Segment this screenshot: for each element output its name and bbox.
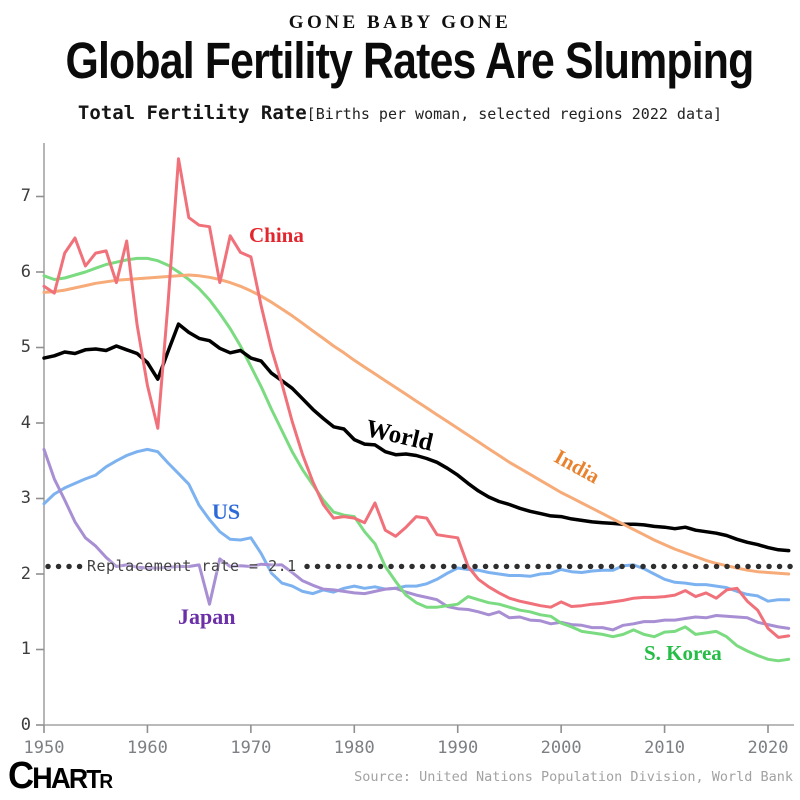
series-label-china: China — [249, 223, 304, 247]
x-tick-label: 2020 — [747, 738, 789, 758]
subtitle-note: [Births per woman, selected regions 2022… — [306, 105, 723, 123]
chart-subtitle: Total Fertility Rate[Births per woman, s… — [0, 102, 800, 124]
series-line-us — [42, 447, 791, 603]
source-credit: Source: United Nations Population Divisi… — [354, 769, 793, 785]
x-tick-label: 2000 — [540, 738, 582, 758]
series-label-skorea: S. Korea — [644, 641, 722, 665]
x-tick-label: 1980 — [333, 738, 375, 758]
series-line-s-korea — [42, 256, 791, 663]
series-label-us: US — [212, 499, 241, 524]
y-tick-label: 6 — [20, 261, 31, 282]
y-tick-label: 7 — [20, 186, 31, 206]
x-tick-label: 1950 — [23, 738, 65, 758]
logo-letter: A — [50, 763, 71, 795]
logo-letter: H — [32, 762, 53, 795]
page-title-text: Global Fertility Rates Are Slumping — [65, 32, 755, 89]
x-tick-label: 1990 — [437, 738, 479, 758]
replacement-rate-annotation: Replacement rate = 2.1 — [87, 557, 297, 575]
y-tick-label: 3 — [20, 488, 31, 508]
logo-letter: C — [8, 755, 34, 797]
subtitle-label: Total Fertility Rate — [77, 102, 307, 124]
y-tick-label: 4 — [20, 412, 31, 433]
chartr-logo: CHARTR — [8, 755, 113, 800]
y-tick-label: 5 — [20, 337, 31, 357]
x-tick-label: 1960 — [126, 738, 168, 758]
series-line-japan — [42, 447, 791, 632]
y-tick-label: 1 — [20, 639, 31, 659]
kicker-text: GONE BABY GONE — [288, 12, 512, 33]
logo-letter: T — [86, 764, 101, 794]
y-tick-label: 0 — [20, 714, 31, 735]
y-tick-label: 2 — [20, 563, 31, 584]
series-line-china — [42, 157, 791, 639]
series-line-india — [42, 273, 791, 576]
page-title: Global Fertility Rates Are Slumping — [0, 32, 800, 89]
logo-letter: R — [99, 771, 113, 793]
x-tick-label: 1970 — [230, 738, 272, 758]
series-line-world — [42, 322, 791, 553]
logo-letter: R — [68, 763, 88, 794]
x-tick-label: 2010 — [644, 738, 686, 758]
series-label-japan: Japan — [178, 604, 236, 629]
